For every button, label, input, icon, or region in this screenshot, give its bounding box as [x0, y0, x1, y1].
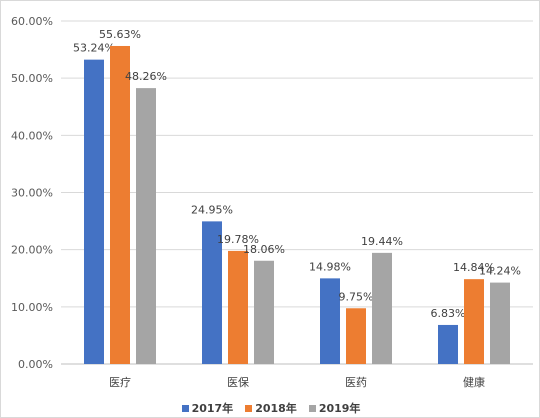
- chart-legend: 2017年 2018年 2019年: [1, 400, 539, 416]
- legend-swatch-series-1: [181, 404, 189, 412]
- y-tick-label-3: 20.00%: [11, 244, 53, 257]
- x-category-label-4: 健康: [463, 375, 485, 389]
- bar-series-2-category-2: [228, 250, 248, 364]
- bar-series-1-category-3: [320, 278, 340, 364]
- data-label-series-3-category-4: 14.24%: [479, 265, 521, 278]
- bar-series-1-category-2: [202, 221, 222, 364]
- y-tick-label-1: 0.00%: [18, 358, 53, 371]
- bar-series-3-category-1: [136, 88, 156, 364]
- legend-item-series-3: 2019年: [308, 400, 361, 416]
- bar-series-1-category-4: [438, 324, 458, 364]
- bar-series-3-category-2: [254, 260, 274, 364]
- legend-label-series-3: 2019年: [318, 402, 361, 415]
- y-tick-label-4: 30.00%: [11, 187, 53, 200]
- legend-item-series-1: 2017年: [181, 400, 234, 416]
- legend-label-series-1: 2017年: [191, 402, 234, 415]
- data-label-series-1-category-4: 6.83%: [431, 307, 466, 320]
- data-label-series-1-category-2: 24.95%: [191, 203, 233, 216]
- bar-series-2-category-3: [346, 308, 366, 364]
- x-category-label-1: 医疗: [109, 375, 131, 389]
- y-tick-label-2: 10.00%: [11, 301, 53, 314]
- data-label-series-1-category-1: 53.24%: [73, 42, 115, 55]
- bar-series-2-category-1: [110, 45, 130, 364]
- x-category-label-3: 医药: [345, 376, 367, 389]
- bar-series-1-category-1: [84, 59, 104, 365]
- bar-series-3-category-3: [372, 252, 392, 364]
- data-label-series-2-category-1: 55.63%: [99, 28, 141, 41]
- data-label-series-1-category-3: 14.98%: [309, 260, 351, 273]
- x-category-label-2: 医保: [227, 375, 249, 389]
- data-label-series-3-category-2: 18.06%: [243, 243, 285, 256]
- bar-series-2-category-4: [464, 279, 484, 364]
- data-label-series-2-category-2: 19.78%: [217, 233, 259, 246]
- data-label-series-2-category-4: 14.84%: [453, 261, 495, 274]
- legend-label-series-2: 2018年: [255, 402, 297, 415]
- legend-swatch-series-3: [308, 404, 316, 412]
- data-label-series-2-category-3: 9.75%: [339, 290, 374, 303]
- data-label-series-3-category-3: 19.44%: [361, 235, 403, 248]
- bar-series-3-category-4: [490, 282, 510, 364]
- y-tick-label-5: 40.00%: [11, 129, 53, 142]
- legend-swatch-series-2: [245, 404, 253, 412]
- y-tick-label-6: 50.00%: [11, 72, 53, 85]
- legend-item-series-2: 2018年: [245, 400, 297, 416]
- data-label-series-3-category-1: 48.26%: [125, 70, 167, 83]
- y-tick-label-7: 60.00%: [11, 15, 53, 28]
